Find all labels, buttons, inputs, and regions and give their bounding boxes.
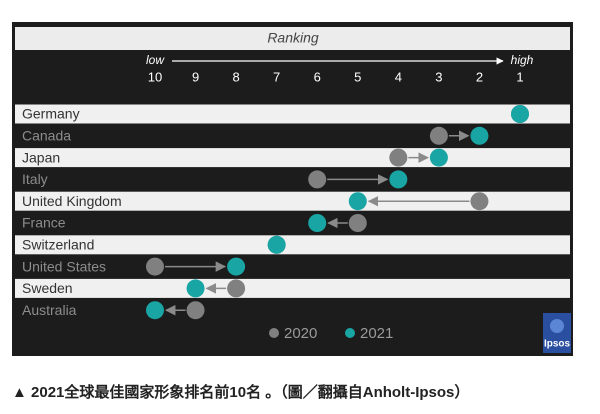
x-tick-label: 2	[476, 69, 483, 84]
dot-2021	[470, 126, 489, 145]
category-label: United Kingdom	[22, 193, 122, 209]
dot-2020	[186, 301, 205, 320]
legend-label: 2020	[284, 325, 317, 342]
dot-2021	[429, 148, 448, 167]
legend-marker	[345, 328, 355, 338]
dot-2020	[389, 148, 408, 167]
category-label: Switzerland	[22, 237, 94, 253]
category-label: Canada	[22, 128, 71, 144]
x-tick-label: 10	[148, 69, 162, 84]
dot-2021	[389, 170, 408, 189]
category-label: Germany	[22, 106, 80, 122]
panel	[12, 22, 573, 356]
logo-text: Ipsos	[544, 339, 571, 350]
caption: ▲ 2021全球最佳國家形象排名前10名 。（圖／翻攝自Anholt-Ipsos…	[12, 383, 469, 401]
row-band	[15, 191, 570, 211]
dot-2021	[227, 257, 246, 276]
row-band	[15, 235, 570, 255]
x-tick-label: 8	[232, 69, 239, 84]
high-label: high	[511, 53, 534, 67]
row-band	[15, 104, 570, 124]
dot-2020	[146, 257, 164, 276]
dot-2020	[308, 170, 327, 189]
category-label: United States	[22, 258, 106, 274]
dot-2020	[470, 192, 489, 211]
x-tick-label: 7	[273, 69, 280, 84]
dot-2021	[267, 235, 286, 254]
chart-title: Ranking	[267, 30, 319, 46]
category-label: France	[22, 215, 66, 231]
row-band	[15, 278, 570, 298]
x-tick-label: 9	[192, 69, 199, 84]
dot-2020	[227, 279, 246, 298]
dot-2021	[511, 105, 529, 123]
category-label: Australia	[22, 302, 77, 318]
row-band	[15, 148, 570, 168]
dot-2021	[186, 279, 205, 298]
category-label: Sweden	[22, 280, 73, 296]
dot-2020	[429, 126, 448, 145]
low-label: low	[146, 53, 165, 67]
category-label: Japan	[22, 149, 60, 165]
dot-2021	[308, 214, 327, 232]
legend-marker	[269, 328, 279, 338]
header-bar	[15, 27, 570, 50]
x-tick-label: 1	[516, 69, 523, 84]
dot-2020	[348, 214, 367, 232]
x-tick-label: 3	[435, 69, 442, 84]
x-tick-label: 5	[354, 69, 361, 84]
category-label: Italy	[22, 171, 48, 187]
dot-2021	[348, 192, 367, 211]
logo-mark	[550, 319, 564, 333]
legend-label: 2021	[360, 325, 393, 342]
dot-2021	[146, 301, 164, 320]
x-tick-label: 4	[395, 69, 402, 84]
x-tick-label: 6	[314, 69, 321, 84]
